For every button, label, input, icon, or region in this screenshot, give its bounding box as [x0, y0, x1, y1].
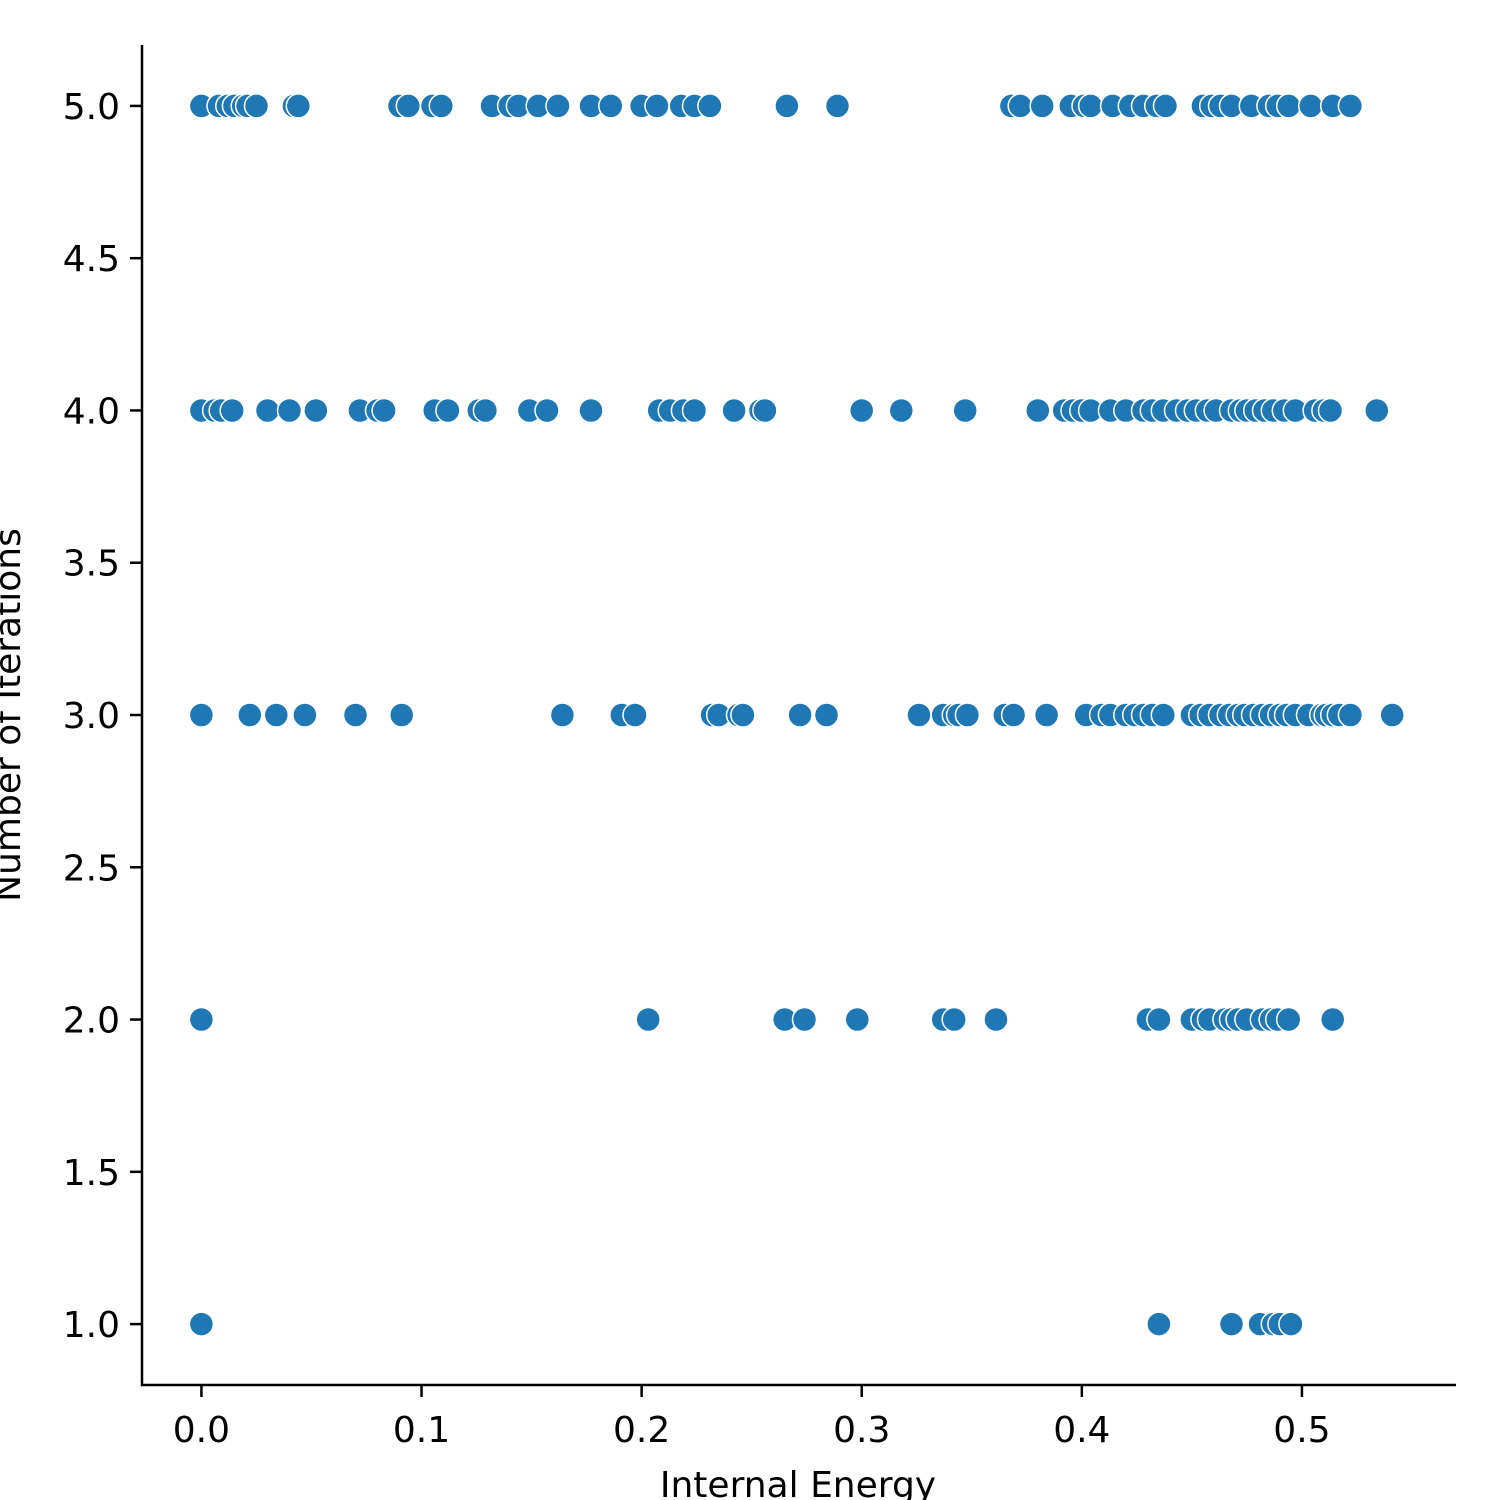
data-point — [1275, 93, 1302, 119]
data-point — [578, 397, 604, 424]
data-point — [545, 93, 571, 119]
data-point — [534, 397, 560, 424]
x-tick-label: 0.0 — [173, 1410, 230, 1451]
data-point — [395, 93, 422, 119]
data-point — [1278, 1311, 1304, 1337]
data-points — [188, 93, 1405, 1337]
data-point — [1025, 397, 1051, 424]
data-point — [285, 93, 312, 119]
data-point — [342, 702, 369, 728]
data-point — [888, 397, 915, 424]
x-ticks: 0.0 0.1 0.2 0.3 0.4 0.5 — [173, 1385, 1331, 1451]
y-tick-label: 3.5 — [63, 544, 120, 585]
data-point — [848, 397, 875, 424]
data-point — [1146, 1006, 1172, 1033]
data-point — [1000, 702, 1027, 728]
data-point — [435, 397, 461, 424]
data-point — [263, 702, 290, 728]
data-point — [787, 702, 813, 728]
y-axis-label: Number of Iterations — [0, 528, 29, 902]
x-tick-label: 0.3 — [833, 1410, 890, 1451]
data-point — [219, 397, 245, 424]
data-point — [276, 397, 303, 424]
data-point — [1337, 93, 1364, 119]
data-point — [549, 702, 576, 728]
data-point — [303, 397, 329, 424]
data-point — [1275, 1006, 1302, 1033]
data-point — [1337, 702, 1364, 728]
data-point — [721, 397, 747, 424]
data-point — [644, 93, 670, 119]
data-point — [1152, 93, 1179, 119]
data-point — [1146, 1311, 1172, 1337]
x-tick-label: 0.4 — [1053, 1410, 1110, 1451]
data-point — [752, 397, 778, 424]
y-tick-label: 3.0 — [63, 696, 120, 737]
x-axis-label: Internal Energy — [660, 1465, 936, 1500]
data-point — [635, 1006, 661, 1033]
y-tick-label: 1.0 — [63, 1305, 120, 1346]
y-tick-label: 4.0 — [63, 391, 120, 432]
data-point — [1150, 702, 1177, 728]
data-point — [952, 397, 978, 424]
data-point — [254, 397, 281, 424]
x-tick-label: 0.1 — [393, 1410, 450, 1451]
data-point — [1319, 1006, 1346, 1033]
data-point — [1077, 93, 1104, 119]
data-point — [472, 397, 499, 424]
data-point — [697, 93, 723, 119]
x-tick-label: 0.2 — [613, 1410, 670, 1451]
data-point — [791, 1006, 818, 1033]
data-point — [188, 702, 215, 728]
data-point — [1218, 1311, 1245, 1337]
data-point — [844, 1006, 871, 1033]
data-point — [983, 1006, 1009, 1033]
data-point — [1364, 397, 1390, 424]
data-point — [292, 702, 318, 728]
data-point — [188, 1006, 215, 1033]
y-tick-label: 2.5 — [63, 848, 120, 889]
data-point — [681, 397, 708, 424]
data-point — [1317, 397, 1344, 424]
data-point — [1379, 702, 1405, 728]
y-tick-label: 1.5 — [63, 1153, 120, 1194]
data-point — [954, 702, 981, 728]
data-point — [1033, 702, 1060, 728]
data-point — [813, 702, 840, 728]
y-tick-label: 5.0 — [63, 87, 120, 128]
y-ticks: 1.0 1.5 2.0 2.5 3.0 3.5 4.0 4.5 5.0 — [63, 87, 142, 1346]
data-point — [428, 93, 455, 119]
data-point — [1007, 93, 1033, 119]
data-point — [1029, 93, 1055, 119]
y-tick-label: 2.0 — [63, 1001, 120, 1042]
data-point — [237, 702, 263, 728]
y-tick-label: 4.5 — [63, 239, 120, 280]
x-tick-label: 0.5 — [1273, 1410, 1330, 1451]
data-point — [730, 702, 756, 728]
data-point — [188, 1311, 215, 1337]
data-point — [774, 93, 800, 119]
data-point — [906, 702, 932, 728]
data-point — [941, 1006, 967, 1033]
data-point — [1297, 93, 1324, 119]
data-point — [598, 93, 624, 119]
data-point — [371, 397, 397, 424]
data-point — [824, 93, 851, 119]
data-point — [388, 702, 415, 728]
data-point — [622, 702, 648, 728]
data-point — [243, 93, 270, 119]
